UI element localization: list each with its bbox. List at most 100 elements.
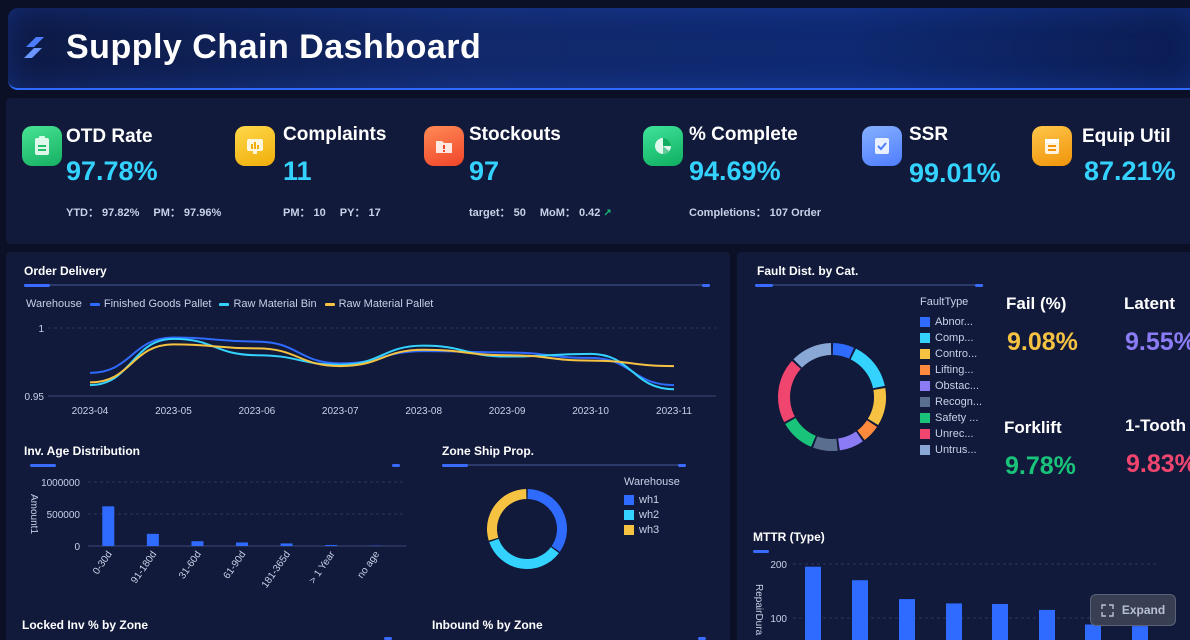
bar[interactable] xyxy=(805,566,821,640)
legend-item[interactable]: Contro... xyxy=(920,346,982,362)
kpi-sub: Completions： 107 Order xyxy=(689,204,835,220)
zone-ship-title: Zone Ship Prop. xyxy=(442,444,534,458)
bar[interactable] xyxy=(1039,609,1055,640)
expand-label: Expand xyxy=(1121,603,1166,617)
bar[interactable] xyxy=(946,603,962,640)
donut-slice[interactable] xyxy=(527,489,567,552)
expand-icon xyxy=(1101,603,1114,617)
y-tick-label: 1 xyxy=(38,324,44,335)
expand-button[interactable]: Expand xyxy=(1090,594,1176,626)
bar[interactable] xyxy=(1085,624,1101,640)
bar[interactable] xyxy=(146,533,159,546)
legend-label: Contro... xyxy=(935,348,978,360)
legend-swatch xyxy=(920,333,930,343)
legend-item[interactable]: Safety ... xyxy=(920,410,982,426)
donut-slice[interactable] xyxy=(489,538,559,569)
zone-ship-donut xyxy=(487,489,567,569)
kpi-name: OTD Rate xyxy=(66,126,153,147)
donut-slice[interactable] xyxy=(778,360,801,423)
legend-item[interactable]: Unrec... xyxy=(920,426,982,442)
bar[interactable] xyxy=(852,580,868,640)
bar[interactable] xyxy=(992,603,1008,640)
fault-metric-value: 9.08% xyxy=(1007,328,1078,356)
kpi-sub: PM： 10 PY： 17 xyxy=(283,204,395,220)
donut-slice[interactable] xyxy=(793,343,832,368)
legend-item[interactable]: Recogn... xyxy=(920,394,982,410)
bar[interactable] xyxy=(280,543,293,546)
legend-item-rmb[interactable]: Raw Material Bin xyxy=(219,298,317,310)
donut-slice[interactable] xyxy=(850,348,885,389)
legend-item[interactable]: Obstac... xyxy=(920,378,982,394)
bar[interactable] xyxy=(236,542,248,546)
legend-swatch xyxy=(920,365,930,375)
kpi-value: 97 xyxy=(469,156,500,186)
legend-item[interactable]: Untrus... xyxy=(920,442,982,458)
chart-board-icon xyxy=(235,126,275,166)
kpi-sub: target： 50 MoM： 0.42 ↗ xyxy=(469,204,626,220)
y-tick-label: 100 xyxy=(770,614,787,625)
legend-item-wh3[interactable]: wh3 xyxy=(624,524,680,536)
title-underline xyxy=(22,637,392,640)
kpi-value: 94.69% xyxy=(689,156,781,186)
legend-item[interactable]: Abnor... xyxy=(920,314,982,330)
x-tick-label: 2023-11 xyxy=(656,406,692,417)
kpi-name: Stockouts xyxy=(469,124,561,145)
zone-ship-legend: Warehouse wh1 wh2 wh3 xyxy=(624,476,680,536)
fault-metric-name: Fail (%) xyxy=(1006,294,1067,313)
legend-item-fgp[interactable]: Finished Goods Pallet xyxy=(89,298,211,310)
fault-metric-name: 1-Tooth xyxy=(1125,416,1187,435)
bar[interactable] xyxy=(325,545,338,546)
donut-slice[interactable] xyxy=(785,417,816,447)
y-tick-label: 500000 xyxy=(47,510,81,521)
legend-item[interactable]: Comp... xyxy=(920,330,982,346)
kpi-value: 11 xyxy=(283,156,312,186)
x-tick-label: no age xyxy=(356,549,383,581)
x-tick-label: 61-90d xyxy=(222,549,249,581)
legend-item-wh1[interactable]: wh1 xyxy=(624,494,680,506)
donut-slice[interactable] xyxy=(813,436,838,451)
bar[interactable] xyxy=(899,599,915,640)
y-tick-label: 0 xyxy=(74,542,80,553)
y-axis-label: Amount1 xyxy=(28,494,39,534)
x-tick-label: 2023-06 xyxy=(239,406,276,417)
fault-dist-donut xyxy=(778,343,886,451)
title-underline xyxy=(753,550,1190,553)
legend-item-wh2[interactable]: wh2 xyxy=(624,509,680,521)
legend-swatch xyxy=(920,381,930,391)
donut-slice[interactable] xyxy=(487,489,527,541)
series-line[interactable] xyxy=(89,343,675,384)
legend-title: Warehouse xyxy=(624,476,680,488)
donut-slice[interactable] xyxy=(838,431,863,451)
fault-legend: FaultType Abnor... Comp... Contro... Liftin… xyxy=(920,296,982,458)
x-tick-label: 2023-10 xyxy=(572,406,609,417)
x-tick-label: 2023-08 xyxy=(405,406,442,417)
layers-logo-icon xyxy=(24,37,44,58)
right-panel: Fault Dist. by Cat. FaultType Abnor... Co… xyxy=(737,252,1190,640)
legend-item[interactable]: Lifting... xyxy=(920,362,982,378)
page-title: Supply Chain Dashboard xyxy=(66,28,482,66)
legend-item-rmp[interactable]: Raw Material Pallet xyxy=(324,298,433,310)
order-delivery-chart: 1 0.95 2023-04 2023-05 2023-06 2023-07 2023-08… xyxy=(25,324,716,417)
kpi-name: % Complete xyxy=(689,124,798,145)
kpi-value: 99.01% xyxy=(909,158,1001,188)
kpi-value: 97.78% xyxy=(66,156,158,186)
fault-metric-value: 9.83% xyxy=(1126,450,1190,478)
donut-slice[interactable] xyxy=(832,343,855,359)
fault-metric-name: Latent xyxy=(1124,294,1175,313)
bar[interactable] xyxy=(102,506,115,546)
title-underline xyxy=(755,284,983,287)
fault-dist-title: Fault Dist. by Cat. xyxy=(757,264,859,278)
inbound-title: Inbound % by Zone xyxy=(432,618,543,632)
left-panel: Order Delivery Warehouse Finished Goods … xyxy=(6,252,730,640)
kpi-name: Equip Util xyxy=(1082,126,1171,147)
bar[interactable] xyxy=(191,541,204,546)
x-tick-label: 181-365d xyxy=(260,549,293,588)
donut-slice[interactable] xyxy=(867,387,886,426)
legend-swatch xyxy=(920,349,930,359)
series-line[interactable] xyxy=(89,337,675,391)
kpi-value: 87.21% xyxy=(1084,156,1176,186)
legend-title: FaultType xyxy=(920,296,969,308)
donut-slice[interactable] xyxy=(857,420,878,441)
x-tick-label: 0-30d xyxy=(91,549,115,576)
bar[interactable] xyxy=(1132,626,1148,640)
